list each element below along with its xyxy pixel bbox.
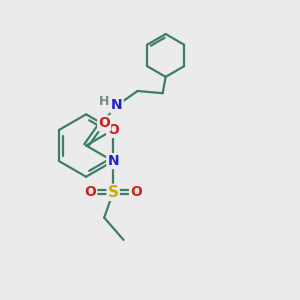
Text: O: O [84,185,96,200]
Text: O: O [107,123,119,137]
Text: H: H [99,94,110,107]
Text: N: N [111,98,123,112]
Text: N: N [107,154,119,168]
Text: S: S [108,185,118,200]
Text: O: O [130,185,142,200]
Text: O: O [98,116,110,130]
